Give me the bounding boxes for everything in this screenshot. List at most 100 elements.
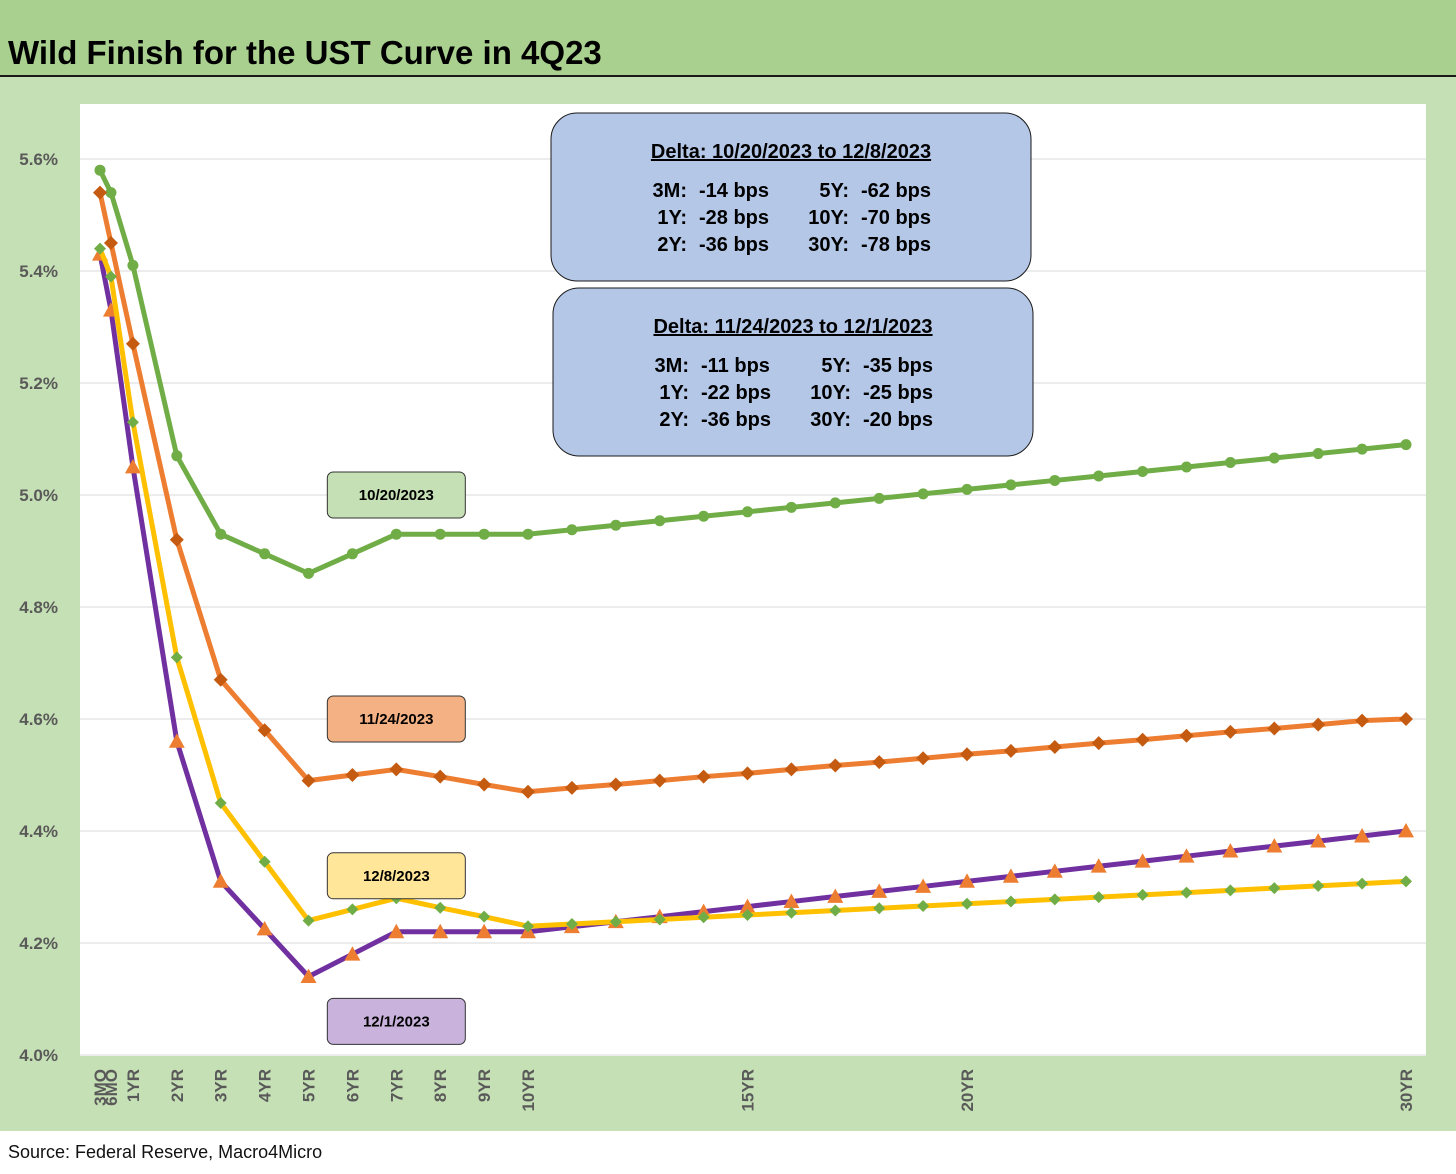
data-point [566,524,578,536]
series-labels: 10/20/2023 11/24/2023 12/8/2023 12/1/2023 [326,471,466,1045]
data-point [388,923,405,939]
series-label: 12/1/2023 [363,1013,430,1030]
data-point [1092,891,1105,904]
data-point [609,915,622,928]
chart-svg: 4.0% 4.2% 4.4% 4.6% 4.8% 5.0% 5.2% 5.4% 5.6% 3MO… [19,104,1426,1112]
series-line [97,169,1407,576]
y-tick-label: 5.0% [19,486,58,505]
annotation-cell: -25 bps [863,382,933,404]
x-tick-label: 15YR [739,1069,758,1112]
data-point [1354,828,1371,843]
annotation-cell: -36 bps [699,234,769,256]
data-point [1093,470,1105,482]
data-point [742,506,754,518]
annotation-cell: -78 bps [861,234,931,256]
series-label: 10/20/2023 [359,487,434,504]
data-point [1137,465,1149,477]
data-point [1047,740,1062,754]
annotation-cell: 2Y: [657,234,687,256]
series-label-box [326,852,466,900]
data-point [302,914,315,927]
data-point [104,270,117,283]
data-point [1312,448,1324,460]
data-point [1004,895,1017,908]
data-point [1268,882,1281,895]
x-tick-label: 8YR [431,1069,450,1102]
data-point [739,898,756,913]
data-point [784,762,799,777]
x-tick-label: 20YR [958,1069,977,1112]
data-point [1268,452,1280,464]
data-point [213,672,228,687]
data-point [1178,848,1195,863]
y-tick-label: 4.4% [19,822,58,841]
series-12-8-2023 [94,242,1412,933]
title-rule [0,75,1456,77]
data-point [1223,724,1238,739]
x-tick-label: 3MO [91,1069,110,1106]
data-point [1134,853,1151,868]
data-point [740,766,755,781]
y-tick-label: 5.2% [19,374,58,393]
annotation-title: Delta: 11/24/2023 to 12/1/2023 [653,316,932,338]
y-tick-label: 5.6% [19,150,58,169]
data-point [432,923,449,939]
annotation-box [550,112,1032,282]
data-point [917,900,930,913]
data-point [212,873,229,888]
data-point [961,897,974,910]
data-point [1400,875,1412,888]
data-point [521,784,536,799]
data-point [215,528,227,540]
data-point [1135,732,1150,747]
y-tick-label: 5.4% [19,262,58,281]
data-point [300,968,317,983]
data-point [434,528,446,540]
data-point [476,923,493,939]
annotation-cell: -28 bps [699,207,769,229]
data-point [1267,721,1282,736]
series-layer [92,164,1414,983]
data-point [127,259,139,271]
data-point [696,769,711,784]
annotation-cell: -20 bps [863,409,933,431]
data-point [698,510,710,522]
series-line [97,247,1407,929]
data-point [1398,823,1414,838]
data-point [610,519,622,531]
data-point [1356,877,1369,890]
y-tick-label: 4.0% [19,1046,58,1065]
annotation-cell: 5Y: [821,355,851,377]
data-point [346,903,359,916]
annotation-cell: 5Y: [819,180,849,202]
annotation-cell: 3M: [653,180,687,202]
annotation-cell: -62 bps [861,180,931,202]
data-point [827,888,844,903]
annotation-cell: -70 bps [861,207,931,229]
data-point [257,723,272,738]
chart-area: 4.0% 4.2% 4.4% 4.6% 4.8% 5.0% 5.2% 5.4% 5.6% 3MO… [0,77,1456,1131]
annotation-cell: 10Y: [810,382,851,404]
x-tick-label: 6MO [102,1069,121,1106]
annotation-cell: 3M: [655,355,689,377]
data-point [1400,439,1412,451]
series-label-box [326,471,466,519]
annotation-title: Delta: 10/20/2023 to 12/8/2023 [651,141,931,163]
data-point [258,855,271,868]
annotation-cell: -14 bps [699,180,769,202]
y-axis: 4.0% 4.2% 4.4% 4.6% 4.8% 5.0% 5.2% 5.4% 5.6% [19,150,58,1065]
annotation-box [552,287,1034,457]
data-point [478,528,490,540]
data-point [961,483,973,495]
data-point [652,773,667,788]
data-point [872,755,887,770]
data-point [344,946,361,961]
data-point [741,909,754,921]
data-point [829,497,841,509]
data-point [1266,838,1283,853]
data-point [522,528,534,540]
data-point [1005,479,1017,491]
data-point [433,769,448,784]
annotation-cell: 2Y: [659,409,689,431]
